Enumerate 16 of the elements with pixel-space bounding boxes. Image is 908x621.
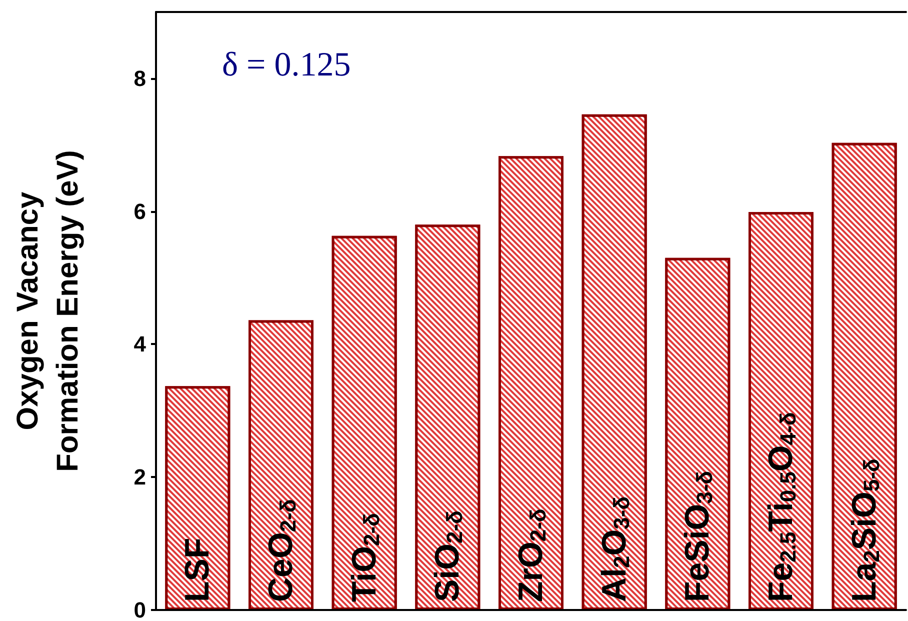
x-tick-label: FeSiO3-δ <box>678 470 718 602</box>
x-tick-label: Al2O3-δ <box>595 496 634 602</box>
x-tick-label: La2SiO5-δ <box>845 458 884 602</box>
x-tick-label: Fe2.5Ti0.5O4-δ <box>762 412 800 602</box>
y-tick-label: 0 <box>134 598 146 621</box>
y-tick-label: 4 <box>134 332 147 357</box>
x-tick-label: SiO2-δ <box>428 510 468 602</box>
x-tick-label: TiO2-δ <box>345 513 384 602</box>
y-tick-label: 8 <box>134 66 146 91</box>
annotation: δ = 0.125 <box>222 46 351 84</box>
x-tick-label: CeO2-δ <box>262 499 300 602</box>
y-axis-title: Oxygen Vacancy Formation Energy (eV) <box>12 150 84 472</box>
x-tick-label: ZrO2-δ <box>512 508 550 602</box>
y-tick-label: 2 <box>134 464 146 490</box>
y-tick-label: 6 <box>134 198 146 224</box>
x-tick-label: LSF <box>178 538 217 602</box>
